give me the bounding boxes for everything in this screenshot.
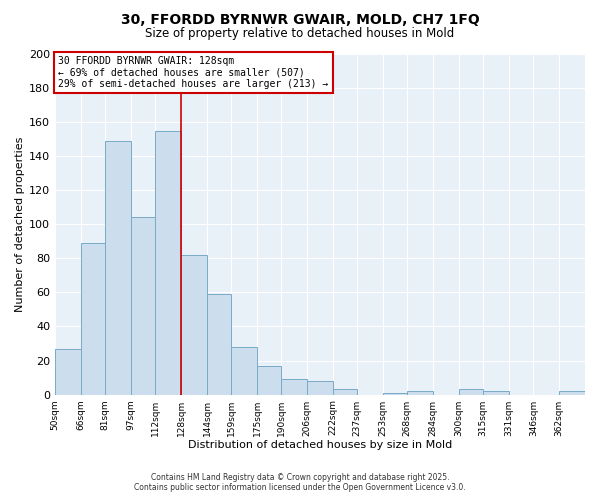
Bar <box>55 348 81 395</box>
Bar <box>231 347 257 395</box>
Bar <box>459 390 483 394</box>
Bar <box>407 391 433 394</box>
Bar <box>383 393 407 394</box>
Y-axis label: Number of detached properties: Number of detached properties <box>15 136 25 312</box>
Bar <box>131 218 155 394</box>
Bar <box>333 390 357 394</box>
Bar <box>483 391 509 394</box>
Text: Contains HM Land Registry data © Crown copyright and database right 2025.
Contai: Contains HM Land Registry data © Crown c… <box>134 473 466 492</box>
Bar <box>81 243 105 394</box>
Bar <box>559 391 585 394</box>
Bar <box>105 141 131 395</box>
Text: 30, FFORDD BYRNWR GWAIR, MOLD, CH7 1FQ: 30, FFORDD BYRNWR GWAIR, MOLD, CH7 1FQ <box>121 12 479 26</box>
Bar <box>281 380 307 394</box>
Bar <box>207 294 231 394</box>
Bar <box>155 130 181 394</box>
X-axis label: Distribution of detached houses by size in Mold: Distribution of detached houses by size … <box>188 440 452 450</box>
Text: Size of property relative to detached houses in Mold: Size of property relative to detached ho… <box>145 28 455 40</box>
Bar <box>181 255 207 394</box>
Bar <box>307 381 333 394</box>
Text: 30 FFORDD BYRNWR GWAIR: 128sqm
← 69% of detached houses are smaller (507)
29% of: 30 FFORDD BYRNWR GWAIR: 128sqm ← 69% of … <box>58 56 329 89</box>
Bar <box>257 366 281 394</box>
